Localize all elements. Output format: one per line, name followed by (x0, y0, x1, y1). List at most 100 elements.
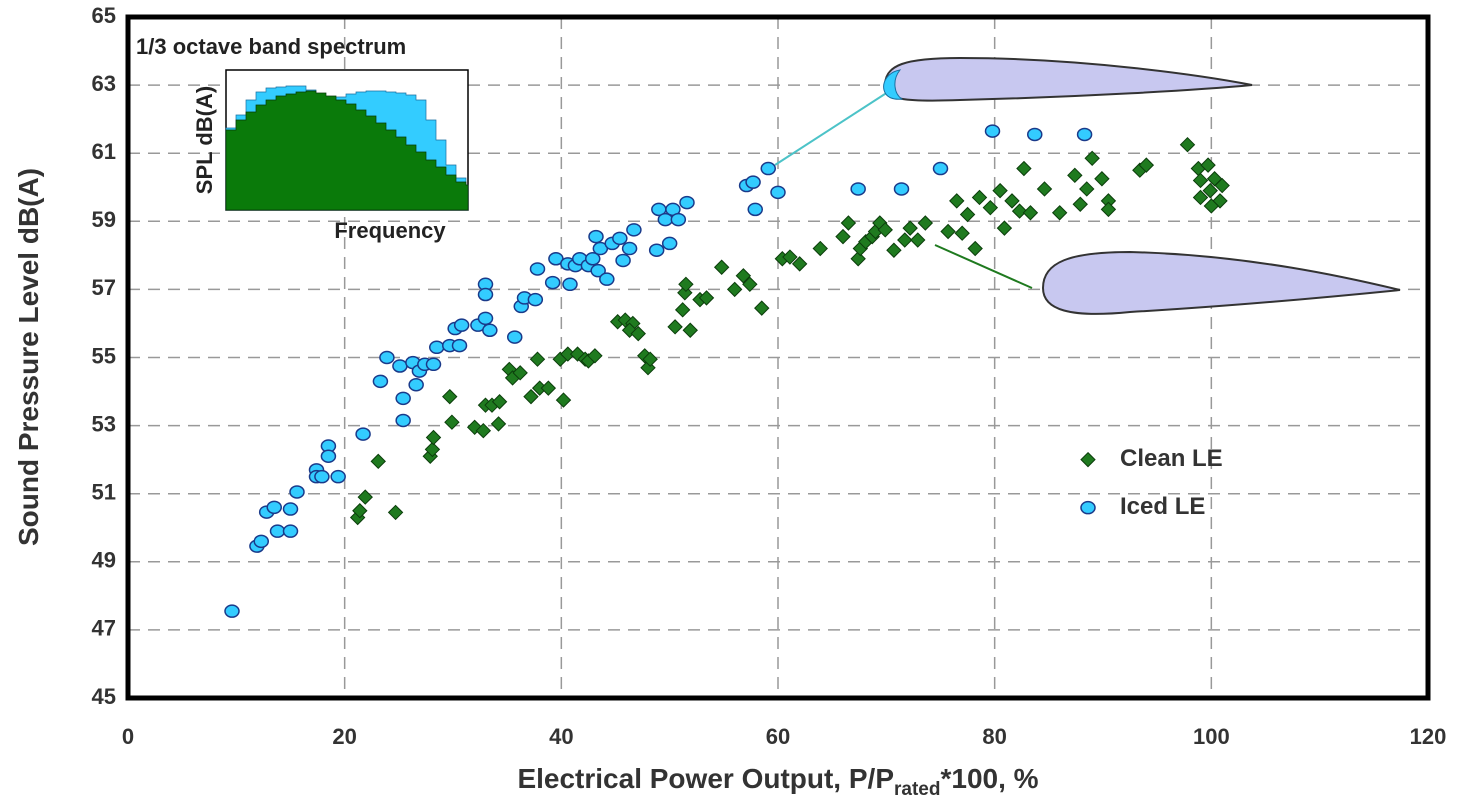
point (917, 215, 934, 231)
point (1192, 172, 1209, 189)
point (679, 195, 695, 210)
point (835, 228, 851, 245)
x-tick-label: 100 (1193, 724, 1230, 749)
point (642, 351, 658, 367)
point (425, 357, 442, 372)
point (971, 189, 988, 206)
point (877, 222, 893, 238)
point (1214, 177, 1230, 194)
ice-accretion (883, 69, 904, 100)
point (940, 223, 956, 240)
point (630, 325, 646, 342)
point (1192, 189, 1209, 206)
point (661, 236, 678, 251)
point (1067, 167, 1083, 184)
point (967, 240, 983, 257)
y-tick-label: 59 (92, 207, 116, 232)
point (555, 392, 572, 408)
point (387, 504, 404, 521)
point (475, 422, 492, 439)
x-tick-label: 20 (332, 724, 356, 749)
inset-y-label: SPL dB(A) (192, 86, 217, 194)
y-tick-label: 57 (92, 275, 116, 300)
point (527, 292, 544, 307)
point (253, 534, 269, 549)
point (747, 202, 763, 217)
y-tick-label: 53 (92, 411, 116, 436)
point (954, 225, 970, 241)
point (599, 272, 615, 286)
y-tick-label: 63 (92, 71, 116, 96)
airfoil-shape (883, 56, 1253, 102)
point (1072, 196, 1088, 212)
point (453, 318, 470, 332)
point (444, 414, 460, 430)
point (682, 322, 698, 338)
point (588, 229, 604, 244)
y-tick-label: 65 (92, 3, 116, 28)
point (1016, 160, 1032, 177)
x-label-main: Electrical Power Output, P/P (517, 763, 894, 794)
point (1076, 127, 1093, 142)
y-tick-label: 45 (92, 684, 116, 709)
point (330, 469, 346, 484)
legend-label: Iced LE (1120, 493, 1205, 520)
point (372, 374, 389, 389)
point (782, 249, 798, 265)
point (984, 124, 1001, 138)
airfoil-shape (1041, 250, 1401, 315)
x-tick-label: 40 (549, 724, 573, 749)
point (850, 251, 866, 267)
point (932, 161, 949, 176)
y-tick-label: 51 (92, 480, 116, 505)
inset-x-label: Frequency (334, 218, 446, 243)
point (886, 242, 902, 258)
point (902, 220, 918, 236)
point (840, 215, 857, 231)
point (289, 485, 305, 499)
point (585, 252, 601, 266)
point (678, 276, 694, 293)
point (540, 380, 557, 396)
point (266, 500, 282, 515)
point (507, 330, 523, 344)
point (1202, 182, 1218, 199)
point (850, 182, 866, 196)
point (429, 340, 445, 355)
point (667, 319, 683, 335)
point (893, 182, 910, 196)
y-tick-label: 47 (92, 616, 116, 641)
point (370, 453, 386, 470)
point (770, 185, 786, 200)
x-tick-label: 80 (982, 724, 1006, 749)
point (1022, 205, 1039, 221)
y-axis-label: Sound Pressure Level dB(A) (13, 168, 44, 546)
marks (224, 124, 1230, 618)
point (742, 276, 758, 293)
point (760, 161, 776, 176)
x-tick-label: 0 (122, 724, 134, 749)
point (392, 359, 408, 373)
point (544, 275, 561, 290)
point (562, 277, 578, 292)
point (477, 287, 494, 302)
inset-title: 1/3 octave band spectrum (136, 34, 406, 59)
point (355, 427, 371, 441)
point (395, 413, 411, 428)
point (612, 231, 628, 246)
x-label-sub: rated (894, 779, 940, 799)
point (982, 199, 999, 216)
point (615, 253, 631, 268)
point (1011, 203, 1028, 219)
point (352, 503, 368, 519)
point (451, 338, 468, 353)
point (490, 416, 507, 432)
point (587, 348, 603, 364)
point (320, 449, 337, 463)
point (910, 232, 926, 248)
point (425, 429, 442, 446)
x-tick-label: 60 (766, 724, 790, 749)
y-tick-label: 49 (92, 548, 116, 573)
point (1004, 193, 1020, 209)
inset-clean-spectrum (225, 90, 469, 211)
